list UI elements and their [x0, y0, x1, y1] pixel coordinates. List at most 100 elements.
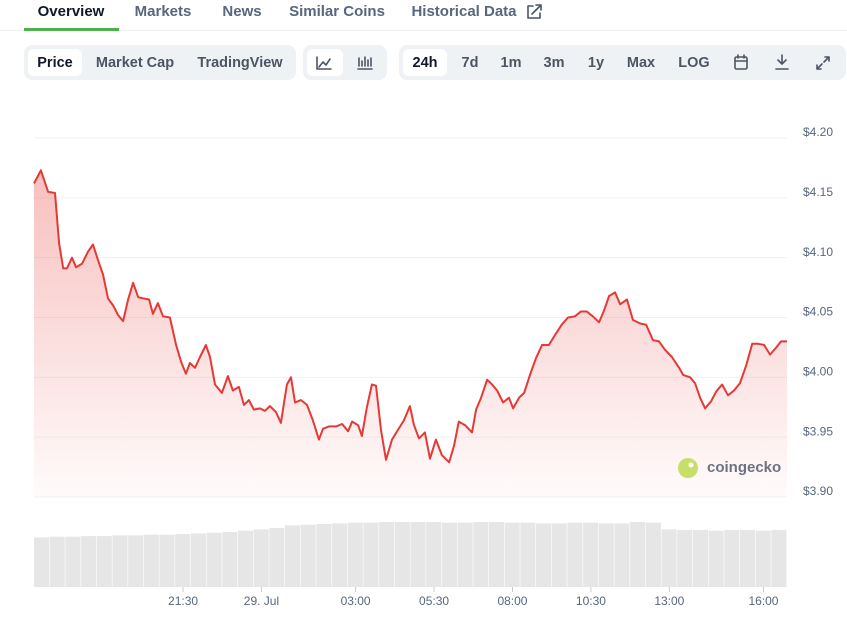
y-tick-label: $4.00 [803, 365, 833, 379]
range-button[interactable]: 7d [462, 55, 479, 71]
volume-bar [614, 523, 630, 587]
volume-bar [237, 530, 254, 587]
y-tick-label: $4.10 [803, 245, 833, 259]
expand-icon[interactable] [816, 56, 830, 70]
volume-bar [285, 525, 301, 587]
calendar-icon[interactable] [734, 54, 748, 70]
active-pill [307, 49, 343, 76]
y-tick-label: $4.05 [803, 305, 833, 319]
volume-bar [143, 534, 159, 587]
tab[interactable]: Historical Data [411, 3, 517, 20]
range-group [399, 45, 846, 80]
volume-bar [316, 524, 332, 587]
volume-bar [520, 522, 536, 587]
volume-bar [222, 532, 238, 587]
y-tick-label: $3.95 [803, 424, 833, 438]
price-area [34, 170, 787, 498]
x-tick-label: 29. Jul [244, 594, 279, 608]
volume-bar [567, 522, 583, 587]
x-tick-label: 05:30 [419, 594, 449, 608]
line-chart-icon[interactable] [316, 56, 332, 70]
volume-bar [488, 522, 505, 587]
mode-button[interactable]: Market Cap [96, 55, 174, 71]
x-tick-label: 03:00 [341, 594, 371, 608]
mode-group [24, 45, 296, 80]
x-tick-label: 10:30 [576, 594, 606, 608]
active-pill [403, 49, 447, 76]
range-button[interactable]: 1m [501, 55, 522, 71]
volume-bar [504, 522, 520, 587]
volume-bar [269, 528, 285, 587]
calendar-icon-top [734, 54, 748, 62]
volume-bar [536, 523, 552, 587]
volume-bar [394, 522, 410, 587]
range-button[interactable]: 24h [413, 55, 438, 71]
volume-bar [300, 524, 316, 587]
volume-bar [457, 522, 473, 587]
tab[interactable]: Markets [135, 3, 192, 20]
x-tick-label: 21:30 [168, 594, 198, 608]
x-tick-label: 08:00 [497, 594, 527, 608]
volume-bar [34, 537, 50, 587]
volume-bar [159, 534, 175, 587]
volume-bar [708, 530, 724, 587]
calendar-icon-body [734, 56, 748, 70]
volume-bar [771, 530, 787, 587]
mode-button[interactable]: Price [37, 55, 72, 71]
volume-bar [112, 535, 128, 587]
volume-bar [363, 522, 379, 587]
volume-bar [379, 522, 395, 587]
volume-bar [692, 530, 708, 587]
volume-bar [645, 522, 661, 587]
volume-bar [739, 530, 756, 587]
watermark: coingecko [707, 459, 781, 476]
tab-underline [24, 28, 119, 31]
volume-bar [128, 535, 144, 587]
volume-bar [755, 530, 771, 587]
volume-bar [206, 532, 222, 587]
y-tick-label: $4.20 [803, 125, 833, 139]
range-button[interactable]: LOG [678, 55, 709, 71]
active-pill [28, 49, 82, 76]
price-line [33, 169, 787, 464]
x-tick-label: 16:00 [748, 594, 778, 608]
tab[interactable]: News [222, 3, 261, 20]
tab[interactable]: Overview [38, 3, 105, 20]
volume-bar [332, 523, 348, 587]
volume-bar [96, 536, 112, 587]
volume-bar [65, 536, 81, 587]
volume-bar [81, 536, 97, 587]
volume-bar [175, 534, 191, 587]
range-button[interactable]: Max [627, 55, 655, 71]
volume-bar [661, 529, 677, 587]
ui: Overview Markets News Similar Coins Historic… [24, 3, 710, 76]
logo-circle [678, 458, 698, 478]
y-tick-label: $4.15 [803, 185, 833, 199]
download-icon[interactable] [775, 54, 789, 70]
volume-bar [551, 523, 567, 587]
volume-bar [677, 530, 693, 587]
volume-bar [49, 536, 65, 587]
volume-bar [253, 529, 269, 587]
volume-bar [441, 522, 457, 587]
tab[interactable]: Similar Coins [289, 3, 385, 20]
x-tick-label: 13:00 [654, 594, 684, 608]
volume-bar [598, 523, 614, 587]
y-tick-label: $3.90 [803, 484, 833, 498]
logo-eye [688, 462, 694, 468]
range-button[interactable]: 1y [588, 55, 604, 71]
external-link-icon [527, 4, 542, 19]
volume-bar [473, 522, 489, 587]
volume-bar [410, 522, 426, 587]
volume-bar [190, 533, 206, 587]
watermark-logo [678, 458, 698, 478]
candle-chart-icon[interactable] [357, 56, 373, 70]
volume-bar [724, 530, 740, 587]
range-button[interactable]: 3m [544, 55, 565, 71]
volume-bar [347, 522, 363, 587]
volume-bar [630, 522, 646, 587]
volume-bar [426, 522, 442, 587]
volume-bar [583, 522, 599, 587]
mode-button[interactable]: TradingView [197, 55, 283, 71]
